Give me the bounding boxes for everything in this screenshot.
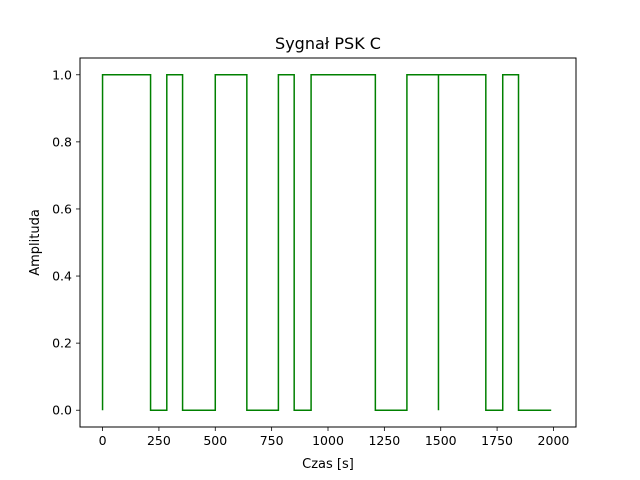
y-tick-label: 0.6 — [52, 201, 72, 216]
x-tick-label: 1250 — [368, 433, 400, 448]
y-tick-label: 0.4 — [52, 269, 72, 284]
x-tick-label: 2000 — [538, 433, 570, 448]
y-tick-label: 0.8 — [52, 134, 72, 149]
y-tick-label: 0.0 — [52, 403, 72, 418]
x-tick-label: 1000 — [312, 433, 344, 448]
x-tick-label: 750 — [260, 433, 284, 448]
y-tick-label: 0.2 — [52, 336, 72, 351]
y-tick-label: 1.0 — [52, 67, 72, 82]
series-layer — [101, 74, 552, 411]
y-axis-ticks: 0.0 0.2 0.4 0.6 0.8 1.0 — [52, 67, 80, 418]
x-tick-label: 1750 — [481, 433, 513, 448]
x-tick-label: 250 — [147, 433, 171, 448]
y-axis-label: Amplituda — [28, 209, 43, 276]
x-tick-label: 0 — [99, 433, 107, 448]
x-tick-label: 500 — [203, 433, 227, 448]
x-tick-label: 1500 — [425, 433, 457, 448]
x-axis-ticks: 0 250 500 750 1000 1250 1500 1750 2000 — [99, 427, 570, 448]
x-axis-label: Czas [s] — [302, 457, 354, 472]
signal-line-0 — [101, 74, 552, 411]
axes-frame — [79, 57, 577, 428]
chart-title: Sygnał PSK C — [275, 34, 381, 53]
